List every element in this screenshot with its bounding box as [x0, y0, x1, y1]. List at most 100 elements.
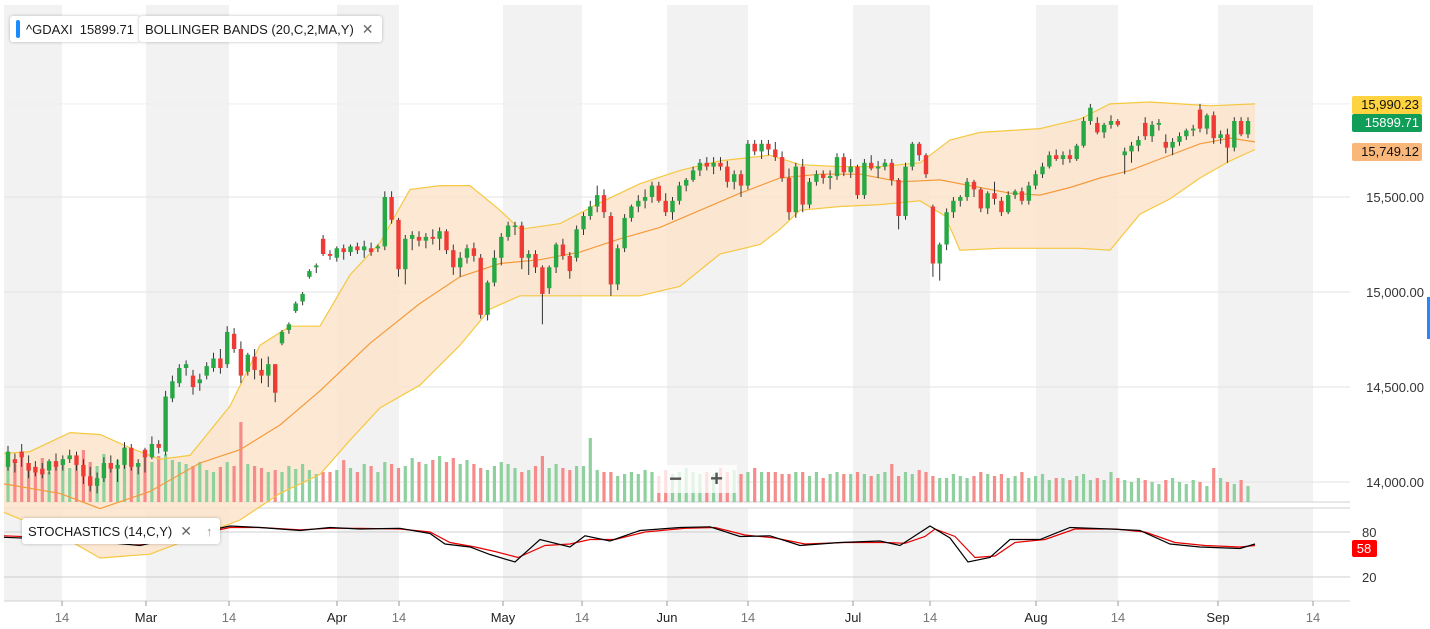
candle-body: [444, 231, 449, 251]
candle-body: [355, 246, 360, 251]
candle-body: [115, 464, 120, 469]
bg-stripe: [337, 508, 399, 601]
candle-body: [704, 162, 709, 167]
candle-body: [958, 197, 963, 201]
candle-body: [656, 185, 661, 201]
volume-bar: [74, 457, 79, 502]
candle-body: [314, 265, 319, 268]
candle-body: [690, 170, 696, 180]
move-up-arrow-icon[interactable]: ↑: [205, 523, 213, 539]
bollinger-tag[interactable]: BOLLINGER BANDS (20,C,2,MA,Y) ✕: [139, 16, 382, 42]
y-tick-label: 15,500.00: [1366, 190, 1424, 205]
zoom-out-button[interactable]: −: [669, 466, 682, 491]
volume-bar: [1136, 478, 1140, 502]
volume-bar: [232, 466, 236, 502]
volume-bar: [561, 468, 565, 502]
candle-body: [951, 200, 956, 213]
stochastics-tag[interactable]: STOCHASTICS (14,C,Y) ✕ ↑: [22, 518, 221, 544]
candle-body: [848, 166, 853, 173]
volume-bar: [383, 462, 387, 502]
stochastics-label: STOCHASTICS (14,C,Y): [28, 523, 173, 539]
candle-body: [807, 181, 812, 205]
volume-bar: [205, 470, 209, 502]
volume-bar: [821, 478, 825, 502]
candle-body: [197, 379, 202, 384]
volume-bar: [444, 462, 449, 502]
volume-bar: [307, 470, 311, 502]
symbol-tag[interactable]: ^GDAXI 15899.71: [10, 16, 141, 42]
volume-bar: [897, 476, 901, 502]
volume-bar: [403, 466, 407, 502]
candle-body: [718, 162, 723, 167]
candle-body: [382, 197, 387, 247]
candle-body: [1019, 191, 1025, 201]
candle-body: [1177, 136, 1182, 142]
candle-body: [608, 216, 614, 285]
volume-bar: [568, 470, 572, 502]
bg-stripe: [853, 508, 930, 601]
candle-body: [999, 200, 1004, 213]
candle-body: [642, 197, 648, 201]
candle-body: [1033, 174, 1038, 186]
volume-bar: [266, 472, 270, 502]
volume-bar: [1088, 480, 1092, 502]
bollinger-middle-line: [3, 137, 1256, 510]
volume-bar: [259, 468, 264, 502]
candle-body: [183, 364, 189, 368]
candle-body: [307, 271, 312, 277]
candle-body: [910, 143, 915, 167]
volume-bar: [20, 452, 24, 502]
candle-body: [458, 257, 463, 268]
volume-bar: [992, 476, 997, 502]
candle-body: [1101, 124, 1107, 133]
volume-bar: [602, 472, 606, 502]
volume-bar: [47, 472, 51, 502]
candle-body: [923, 155, 929, 175]
candle-body: [581, 216, 586, 230]
volume-bar: [999, 474, 1003, 502]
volume-bar: [1040, 474, 1045, 502]
remove-bollinger-close-icon[interactable]: ✕: [361, 20, 374, 37]
volume-bar: [629, 472, 633, 502]
volume-bar: [1177, 482, 1182, 502]
candle-body: [231, 333, 237, 349]
candle-body: [567, 255, 572, 272]
scroll-handle[interactable]: [1427, 297, 1430, 339]
candle-body: [451, 250, 456, 268]
zoom-in-button[interactable]: +: [710, 466, 723, 491]
candle-body: [793, 166, 798, 213]
y-tick-label: 14,000.00: [1366, 475, 1424, 490]
volume-bar: [533, 466, 538, 502]
candle-body: [540, 267, 545, 294]
volume-bar: [869, 476, 873, 502]
remove-stochastics-close-icon[interactable]: ✕: [180, 522, 192, 539]
volume-bar: [33, 472, 37, 502]
volume-bar: [780, 474, 784, 502]
volume-bar: [1034, 476, 1038, 502]
candle-body: [992, 193, 997, 199]
volume-bar: [910, 474, 914, 502]
volume-bar: [40, 458, 44, 502]
volume-bar: [164, 454, 168, 502]
candle-body: [1067, 155, 1073, 159]
volume-bar: [506, 464, 510, 502]
volume-bar: [801, 472, 805, 502]
candle-body: [601, 195, 607, 213]
x-tick-label: 14: [392, 610, 406, 625]
candle-body: [245, 354, 250, 372]
candle-body: [190, 375, 196, 387]
candle-body: [553, 244, 559, 268]
volume-bar: [1239, 480, 1243, 502]
candle-body: [978, 189, 983, 209]
candle-body: [1012, 191, 1018, 196]
candle-body: [1122, 151, 1127, 156]
candle-body: [1026, 185, 1031, 201]
volume-bar: [965, 478, 969, 502]
volume-bar: [623, 474, 627, 502]
volume-bar: [643, 470, 647, 502]
x-tick-label: Jun: [657, 610, 678, 625]
volume-bar: [554, 464, 558, 502]
volume-bar: [376, 472, 380, 502]
volume-bar: [328, 472, 332, 502]
